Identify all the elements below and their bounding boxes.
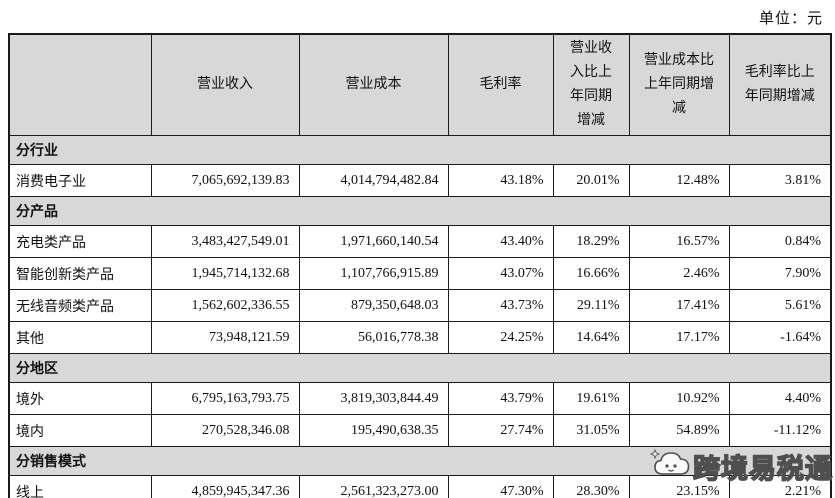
cell-value: 0.84% (728, 225, 832, 258)
cell-value: 14.64% (552, 321, 630, 354)
cell-value: 24.25% (447, 321, 554, 354)
cell-value: 4.40% (728, 382, 832, 415)
unit-label: 单位：元 (758, 11, 823, 27)
section-title: 分销售模式 (8, 446, 832, 476)
cell-value: 19.61% (552, 382, 630, 415)
table-header: 营业收入 营业成本 毛利率 营业收入比上年同期增减 营业成本比上年同期增减 毛利率比上年同… (8, 33, 832, 136)
row-label: 消费电子业 (8, 164, 152, 197)
cell-value: -1.64% (728, 321, 832, 354)
cell-value: 43.79% (447, 382, 554, 415)
column-header: 营业收入 (150, 33, 300, 136)
column-header: 营业收入比上年同期增减 (552, 33, 630, 136)
cell-value: 270,528,346.08 (150, 414, 300, 447)
row-label: 充电类产品 (8, 225, 152, 258)
corner-cell (8, 33, 152, 136)
cell-value: 2.21% (728, 475, 832, 498)
table-body: 分行业 消费电子业 7,065,692,139.83 4,014,794,482.84… (8, 135, 832, 498)
row-label: 境外 (8, 382, 152, 415)
cell-value: 3,483,427,549.01 (150, 225, 300, 258)
cell-value: 6,795,163,793.75 (150, 382, 300, 415)
cell-value: 16.66% (552, 257, 630, 290)
cell-value: 1,945,714,132.68 (150, 257, 300, 290)
cell-value: 4,014,794,482.84 (298, 164, 449, 197)
cell-value: 73,948,121.59 (150, 321, 300, 354)
cell-value: 47.30% (447, 475, 554, 498)
cell-value: 17.41% (628, 289, 730, 322)
cell-value: 7.90% (728, 257, 832, 290)
cell-value: 43.73% (447, 289, 554, 322)
section-header-row: 分地区 (8, 353, 832, 383)
cell-value: 43.18% (447, 164, 554, 197)
cell-value: 54.89% (628, 414, 730, 447)
row-label: 智能创新类产品 (8, 257, 152, 290)
cell-value: 195,490,638.35 (298, 414, 449, 447)
section-header-row: 分销售模式 (8, 446, 832, 476)
row-label: 其他 (8, 321, 152, 354)
cell-value: 879,350,648.03 (298, 289, 449, 322)
column-header: 毛利率 (447, 33, 554, 136)
table-row: 线上 4,859,945,347.36 2,561,323,273.00 47.30%… (8, 475, 832, 498)
cell-value: 18.29% (552, 225, 630, 258)
cell-value: 1,562,602,336.55 (150, 289, 300, 322)
cell-value: 1,107,766,915.89 (298, 257, 449, 290)
cell-value: 1,971,660,140.54 (298, 225, 449, 258)
cell-value: 27.74% (447, 414, 554, 447)
table-row: 充电类产品 3,483,427,549.01 1,971,660,140.54 43.… (8, 225, 832, 258)
cell-value: 7,065,692,139.83 (150, 164, 300, 197)
section-title: 分地区 (8, 353, 832, 383)
table-row: 无线音频类产品 1,562,602,336.55 879,350,648.03 43.… (8, 289, 832, 322)
section-title: 分产品 (8, 196, 832, 226)
cell-value: 29.11% (552, 289, 630, 322)
table-row: 智能创新类产品 1,945,714,132.68 1,107,766,915.89 4… (8, 257, 832, 290)
column-header: 毛利率比上年同期增减 (728, 33, 832, 136)
cell-value: -11.12% (728, 414, 832, 447)
cell-value: 43.40% (447, 225, 554, 258)
cell-value: 28.30% (552, 475, 630, 498)
column-header: 营业成本比上年同期增减 (628, 33, 730, 136)
cell-value: 10.92% (628, 382, 730, 415)
cell-value: 43.07% (447, 257, 554, 290)
cell-value: 16.57% (628, 225, 730, 258)
table-row: 其他 73,948,121.59 56,016,778.38 24.25% 14.64%… (8, 321, 832, 354)
cell-value: 20.01% (552, 164, 630, 197)
cell-value: 5.61% (728, 289, 832, 322)
cell-value: 4,859,945,347.36 (150, 475, 300, 498)
column-header: 营业成本 (298, 33, 449, 136)
cell-value: 3.81% (728, 164, 832, 197)
table-row: 境内 270,528,346.08 195,490,638.35 27.74% 31.0… (8, 414, 832, 447)
cell-value: 2,561,323,273.00 (298, 475, 449, 498)
table-header-row: 营业收入 营业成本 毛利率 营业收入比上年同期增减 营业成本比上年同期增减 毛利率比上年同… (8, 33, 832, 136)
cell-value: 12.48% (628, 164, 730, 197)
cell-value: 2.46% (628, 257, 730, 290)
section-header-row: 分行业 (8, 135, 832, 165)
cell-value: 31.05% (552, 414, 630, 447)
table-row: 境外 6,795,163,793.75 3,819,303,844.49 43.79%… (8, 382, 832, 415)
section-title: 分行业 (8, 135, 832, 165)
cell-value: 17.17% (628, 321, 730, 354)
row-label: 无线音频类产品 (8, 289, 152, 322)
section-header-row: 分产品 (8, 196, 832, 226)
row-label: 境内 (8, 414, 152, 447)
revenue-breakdown-table: 营业收入 营业成本 毛利率 营业收入比上年同期增减 营业成本比上年同期增减 毛利率比上年同… (8, 33, 832, 498)
table-row: 消费电子业 7,065,692,139.83 4,014,794,482.84 43.… (8, 164, 832, 197)
cell-value: 56,016,778.38 (298, 321, 449, 354)
row-label: 线上 (8, 475, 152, 498)
cell-value: 3,819,303,844.49 (298, 382, 449, 415)
cell-value: 23.15% (628, 475, 730, 498)
